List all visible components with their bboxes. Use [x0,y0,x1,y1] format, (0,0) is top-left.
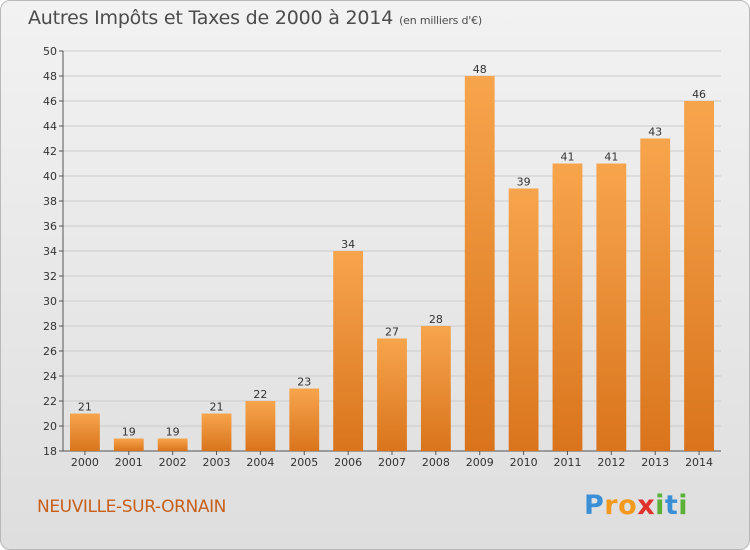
x-tick-label: 2001 [115,456,143,469]
y-tick-label: 30 [43,295,57,308]
data-label: 23 [297,376,311,389]
bar [245,401,276,451]
bar [157,438,188,451]
logo-letter: i [655,490,665,521]
bar [552,163,583,451]
logo-letter: P [584,490,605,521]
data-label: 19 [122,426,136,439]
y-tick-label: 48 [43,70,57,83]
logo-letter: i [678,490,689,521]
bar [684,101,714,451]
x-tick-label: 2005 [290,456,318,469]
x-tick-label: 2010 [510,456,538,469]
bar [377,338,407,451]
data-label: 21 [210,401,224,414]
labels: 21 2000 19 2001 19 2002 21 2003 22 2004 23 2005 34 20… [71,63,713,469]
x-tick-label: 2006 [334,456,362,469]
x-tick-label: 2008 [422,456,450,469]
chart-subtitle: (en milliers d'€) [399,14,482,27]
y-tick-label: 50 [43,45,57,58]
y-tick-label: 20 [43,420,57,433]
y-tick-label: 40 [43,170,57,183]
chart-title-text: Autres Impôts et Taxes de 2000 à 2014 [28,7,394,29]
bar [201,413,232,451]
bar [464,76,495,451]
y-tick-label: 26 [43,345,57,358]
bar [70,413,100,451]
x-tick-label: 2014 [685,456,713,469]
bar [596,163,627,451]
logo-letter: t [664,490,679,521]
y-tick-label: 44 [43,120,57,133]
chart-title: Autres Impôts et Taxes de 2000 à 2014 (en… [28,7,482,29]
data-label: 41 [560,151,574,164]
logo-letter: x [637,490,656,521]
data-label: 48 [473,63,487,76]
data-label: 27 [385,326,399,339]
x-tick-label: 2000 [71,456,99,469]
y-tick-label: 18 [43,445,57,458]
y-tick-label: 32 [43,270,57,283]
x-tick-label: 2013 [641,456,669,469]
x-tick-label: 2002 [159,456,187,469]
proxiti-logo: Proxiti [584,490,688,521]
y-tick-label: 36 [43,220,57,233]
bar [289,388,320,451]
bar [333,251,364,451]
data-label: 21 [78,401,92,414]
x-tick-label: 2012 [597,456,625,469]
data-label: 41 [604,151,618,164]
data-label: 39 [517,176,531,189]
bars [70,76,714,451]
bar [508,188,539,451]
data-label: 28 [429,313,443,326]
x-tick-label: 2003 [203,456,231,469]
y-tick-label: 42 [43,145,57,158]
logo-letter: o [618,490,638,521]
commune-name: NEUVILLE-SUR-ORNAIN [37,497,226,517]
x-tick-label: 2011 [553,456,581,469]
y-tick-label: 34 [43,245,57,258]
data-label: 22 [253,388,267,401]
y-tick-label: 24 [43,370,57,383]
y-tick-label: 38 [43,195,57,208]
bar [420,326,451,451]
x-tick-label: 2009 [466,456,494,469]
x-tick-label: 2007 [378,456,406,469]
y-tick-label: 22 [43,395,57,408]
y-tick-label: 46 [43,95,57,108]
data-label: 19 [166,426,180,439]
data-label: 46 [692,88,706,101]
logo-letter: r [604,490,619,521]
y-tick-label: 28 [43,320,57,333]
bar [640,138,671,451]
data-label: 43 [648,126,662,139]
x-tick-label: 2004 [246,456,274,469]
data-label: 34 [341,238,355,251]
bar [113,438,144,451]
